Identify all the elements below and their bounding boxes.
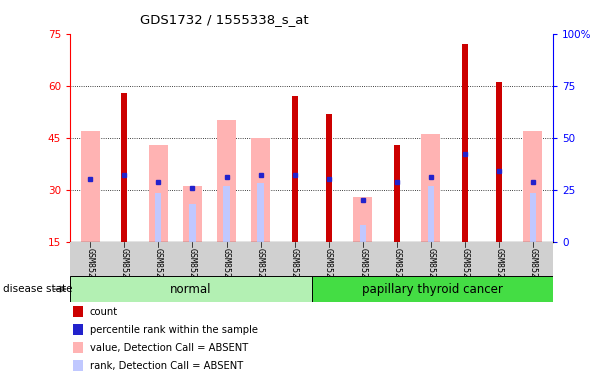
Text: GSM85220: GSM85220 bbox=[256, 248, 265, 288]
Text: disease state: disease state bbox=[3, 284, 72, 294]
Bar bbox=[353, 197, 372, 242]
Bar bbox=[530, 194, 536, 242]
Bar bbox=[523, 131, 542, 242]
Text: count: count bbox=[90, 307, 118, 316]
Text: GSM85215: GSM85215 bbox=[86, 248, 95, 288]
Text: GDS1732 / 1555338_s_at: GDS1732 / 1555338_s_at bbox=[140, 13, 308, 26]
Text: GSM85224: GSM85224 bbox=[392, 248, 401, 288]
Text: GSM85226: GSM85226 bbox=[460, 248, 469, 288]
Bar bbox=[393, 194, 400, 242]
Bar bbox=[217, 120, 236, 242]
Bar bbox=[393, 145, 400, 242]
Text: GSM85225: GSM85225 bbox=[426, 248, 435, 288]
Bar bbox=[149, 145, 168, 242]
Text: GSM85227: GSM85227 bbox=[494, 248, 503, 288]
Text: GSM85228: GSM85228 bbox=[528, 248, 537, 288]
Bar bbox=[223, 186, 230, 242]
Bar bbox=[81, 131, 100, 242]
Text: GSM85221: GSM85221 bbox=[290, 248, 299, 288]
Text: value, Detection Call = ABSENT: value, Detection Call = ABSENT bbox=[90, 343, 248, 352]
Bar bbox=[122, 93, 128, 242]
Text: rank, Detection Call = ABSENT: rank, Detection Call = ABSENT bbox=[90, 361, 243, 370]
Text: GSM85217: GSM85217 bbox=[154, 248, 163, 288]
Bar bbox=[496, 82, 502, 242]
Bar bbox=[427, 186, 434, 242]
Text: GSM85219: GSM85219 bbox=[222, 248, 231, 288]
Bar bbox=[70, 276, 311, 302]
Text: GSM85222: GSM85222 bbox=[324, 248, 333, 288]
Bar bbox=[359, 225, 366, 242]
Bar bbox=[251, 138, 270, 242]
Bar bbox=[421, 134, 440, 242]
Text: papillary thyroid cancer: papillary thyroid cancer bbox=[362, 283, 503, 296]
Bar bbox=[183, 186, 202, 242]
Text: GSM85223: GSM85223 bbox=[358, 248, 367, 288]
Bar bbox=[325, 114, 332, 242]
Bar bbox=[257, 183, 264, 242]
Text: GSM85218: GSM85218 bbox=[188, 248, 197, 288]
Bar bbox=[461, 44, 468, 242]
Bar bbox=[190, 204, 196, 242]
Bar bbox=[291, 96, 298, 242]
Bar bbox=[156, 194, 162, 242]
Bar bbox=[311, 276, 553, 302]
Text: normal: normal bbox=[170, 283, 212, 296]
Text: percentile rank within the sample: percentile rank within the sample bbox=[90, 325, 258, 334]
Text: GSM85216: GSM85216 bbox=[120, 248, 129, 288]
